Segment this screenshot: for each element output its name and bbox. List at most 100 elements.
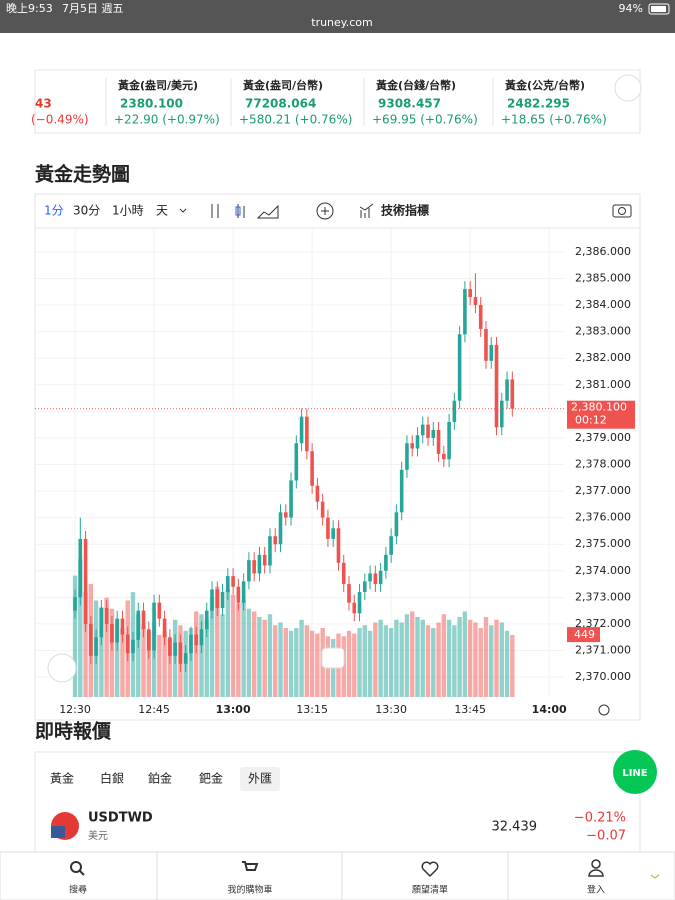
y-tick-label: 2,377.000 [575, 484, 631, 497]
volume-bar [151, 622, 157, 697]
volume-bar [83, 592, 88, 697]
volume-bar [357, 628, 362, 697]
volume-bar [499, 622, 504, 697]
volume-bar [309, 630, 315, 697]
candle-body [110, 623, 114, 643]
candle-body [136, 610, 141, 640]
nav-label: 願望清單 [412, 884, 448, 896]
volume-bar [215, 586, 220, 697]
volume-bar [72, 575, 78, 697]
candle-body [257, 554, 262, 574]
volume-bar [436, 622, 441, 697]
bar-style-icon [211, 204, 245, 218]
candle-body [78, 538, 83, 598]
candle-body [368, 573, 372, 582]
y-tick-label: 2,379.000 [575, 431, 631, 444]
interval-button: 天 [156, 204, 168, 218]
volume-bar [262, 619, 267, 697]
ticker-price: 9308.457 [378, 97, 441, 111]
volume-bar [199, 614, 204, 697]
candle-body [262, 554, 267, 566]
candle-body [241, 581, 246, 603]
volume-bar [352, 633, 357, 697]
ticker-name: 黃金(台錢/台幣) [375, 78, 456, 92]
candle-body [505, 379, 509, 401]
volume-bar [457, 616, 462, 697]
flag-canton [51, 826, 65, 838]
y-tick-label: 2,373.000 [575, 590, 631, 603]
candle-icon [235, 206, 241, 216]
volume-bar [209, 597, 215, 697]
candle-body [268, 536, 272, 566]
volume-bar [446, 619, 452, 697]
volume-bar [257, 616, 262, 697]
nav-label: 登入 [587, 885, 605, 896]
candle-body [341, 562, 346, 585]
countdown: 00:12 [575, 414, 607, 427]
volume-bar [241, 600, 246, 697]
candle-body [162, 618, 167, 638]
volume-bar [373, 622, 378, 697]
reset-button[interactable] [321, 647, 345, 669]
x-tick-label: 13:45 [454, 703, 486, 716]
quote-symbol: USDTWD [88, 811, 153, 826]
candle-body [347, 584, 351, 603]
candle-body [310, 451, 314, 486]
candle-body [410, 443, 415, 449]
x-tick-label: 13:00 [216, 703, 251, 716]
candle-body [178, 642, 183, 664]
volume-bar [246, 608, 252, 697]
volume-bar [188, 628, 194, 697]
volume-bar [273, 625, 278, 697]
candle-body [183, 653, 188, 664]
volume-bar [394, 619, 399, 697]
status-time: 晚上9:53 [6, 2, 53, 15]
status-battery: 94% [619, 2, 643, 15]
candle-body [189, 634, 193, 654]
y-tick-label: 2,370.000 [575, 670, 631, 683]
volume-bar [162, 630, 167, 697]
last-volume-label: 449 [574, 628, 595, 641]
ticker-change: +22.90 (+0.97%) [114, 113, 220, 127]
candle-body [215, 589, 220, 608]
user-head [591, 859, 601, 869]
camera-icon [612, 204, 632, 218]
candle-body [94, 637, 98, 656]
volume-bar [99, 607, 104, 697]
y-tick-label: 2,371.000 [575, 643, 631, 656]
candle-body [247, 560, 251, 582]
camera-lens [618, 207, 626, 215]
volume-bar [378, 619, 383, 697]
candle-body [384, 554, 388, 571]
volume-bar [167, 639, 173, 697]
candle-body [299, 416, 304, 444]
user-body [588, 869, 604, 877]
y-tick-label: 2,384.000 [575, 298, 631, 311]
volume-bar [278, 622, 283, 697]
line-button[interactable] [613, 750, 657, 794]
ticker-price: 2482.295 [507, 97, 570, 111]
ticker-strip [34, 69, 641, 134]
candle-body [157, 602, 162, 619]
candle-body [73, 597, 77, 611]
quote-tab: 鉑金 [148, 771, 172, 786]
bottom-nav [0, 851, 675, 900]
settings-icon[interactable] [598, 704, 610, 716]
candle-body [494, 344, 499, 428]
y-tick-label: 2,376.000 [575, 511, 631, 524]
volume-bar [346, 630, 352, 697]
quote-box [34, 751, 641, 863]
volume-bar [157, 634, 162, 697]
volume-bar [478, 628, 483, 697]
candle-body [131, 639, 135, 654]
candle-body [463, 289, 467, 335]
add-indicator[interactable] [316, 202, 334, 220]
volume-bar [431, 628, 436, 697]
volume-bar [283, 628, 288, 697]
candle-body [352, 602, 357, 614]
area-icon [256, 204, 279, 219]
candle-body [389, 536, 393, 555]
candle-body [320, 501, 325, 518]
candle-body [204, 610, 209, 630]
ticker-name: 黃金(盎司/台幣) [242, 78, 323, 92]
